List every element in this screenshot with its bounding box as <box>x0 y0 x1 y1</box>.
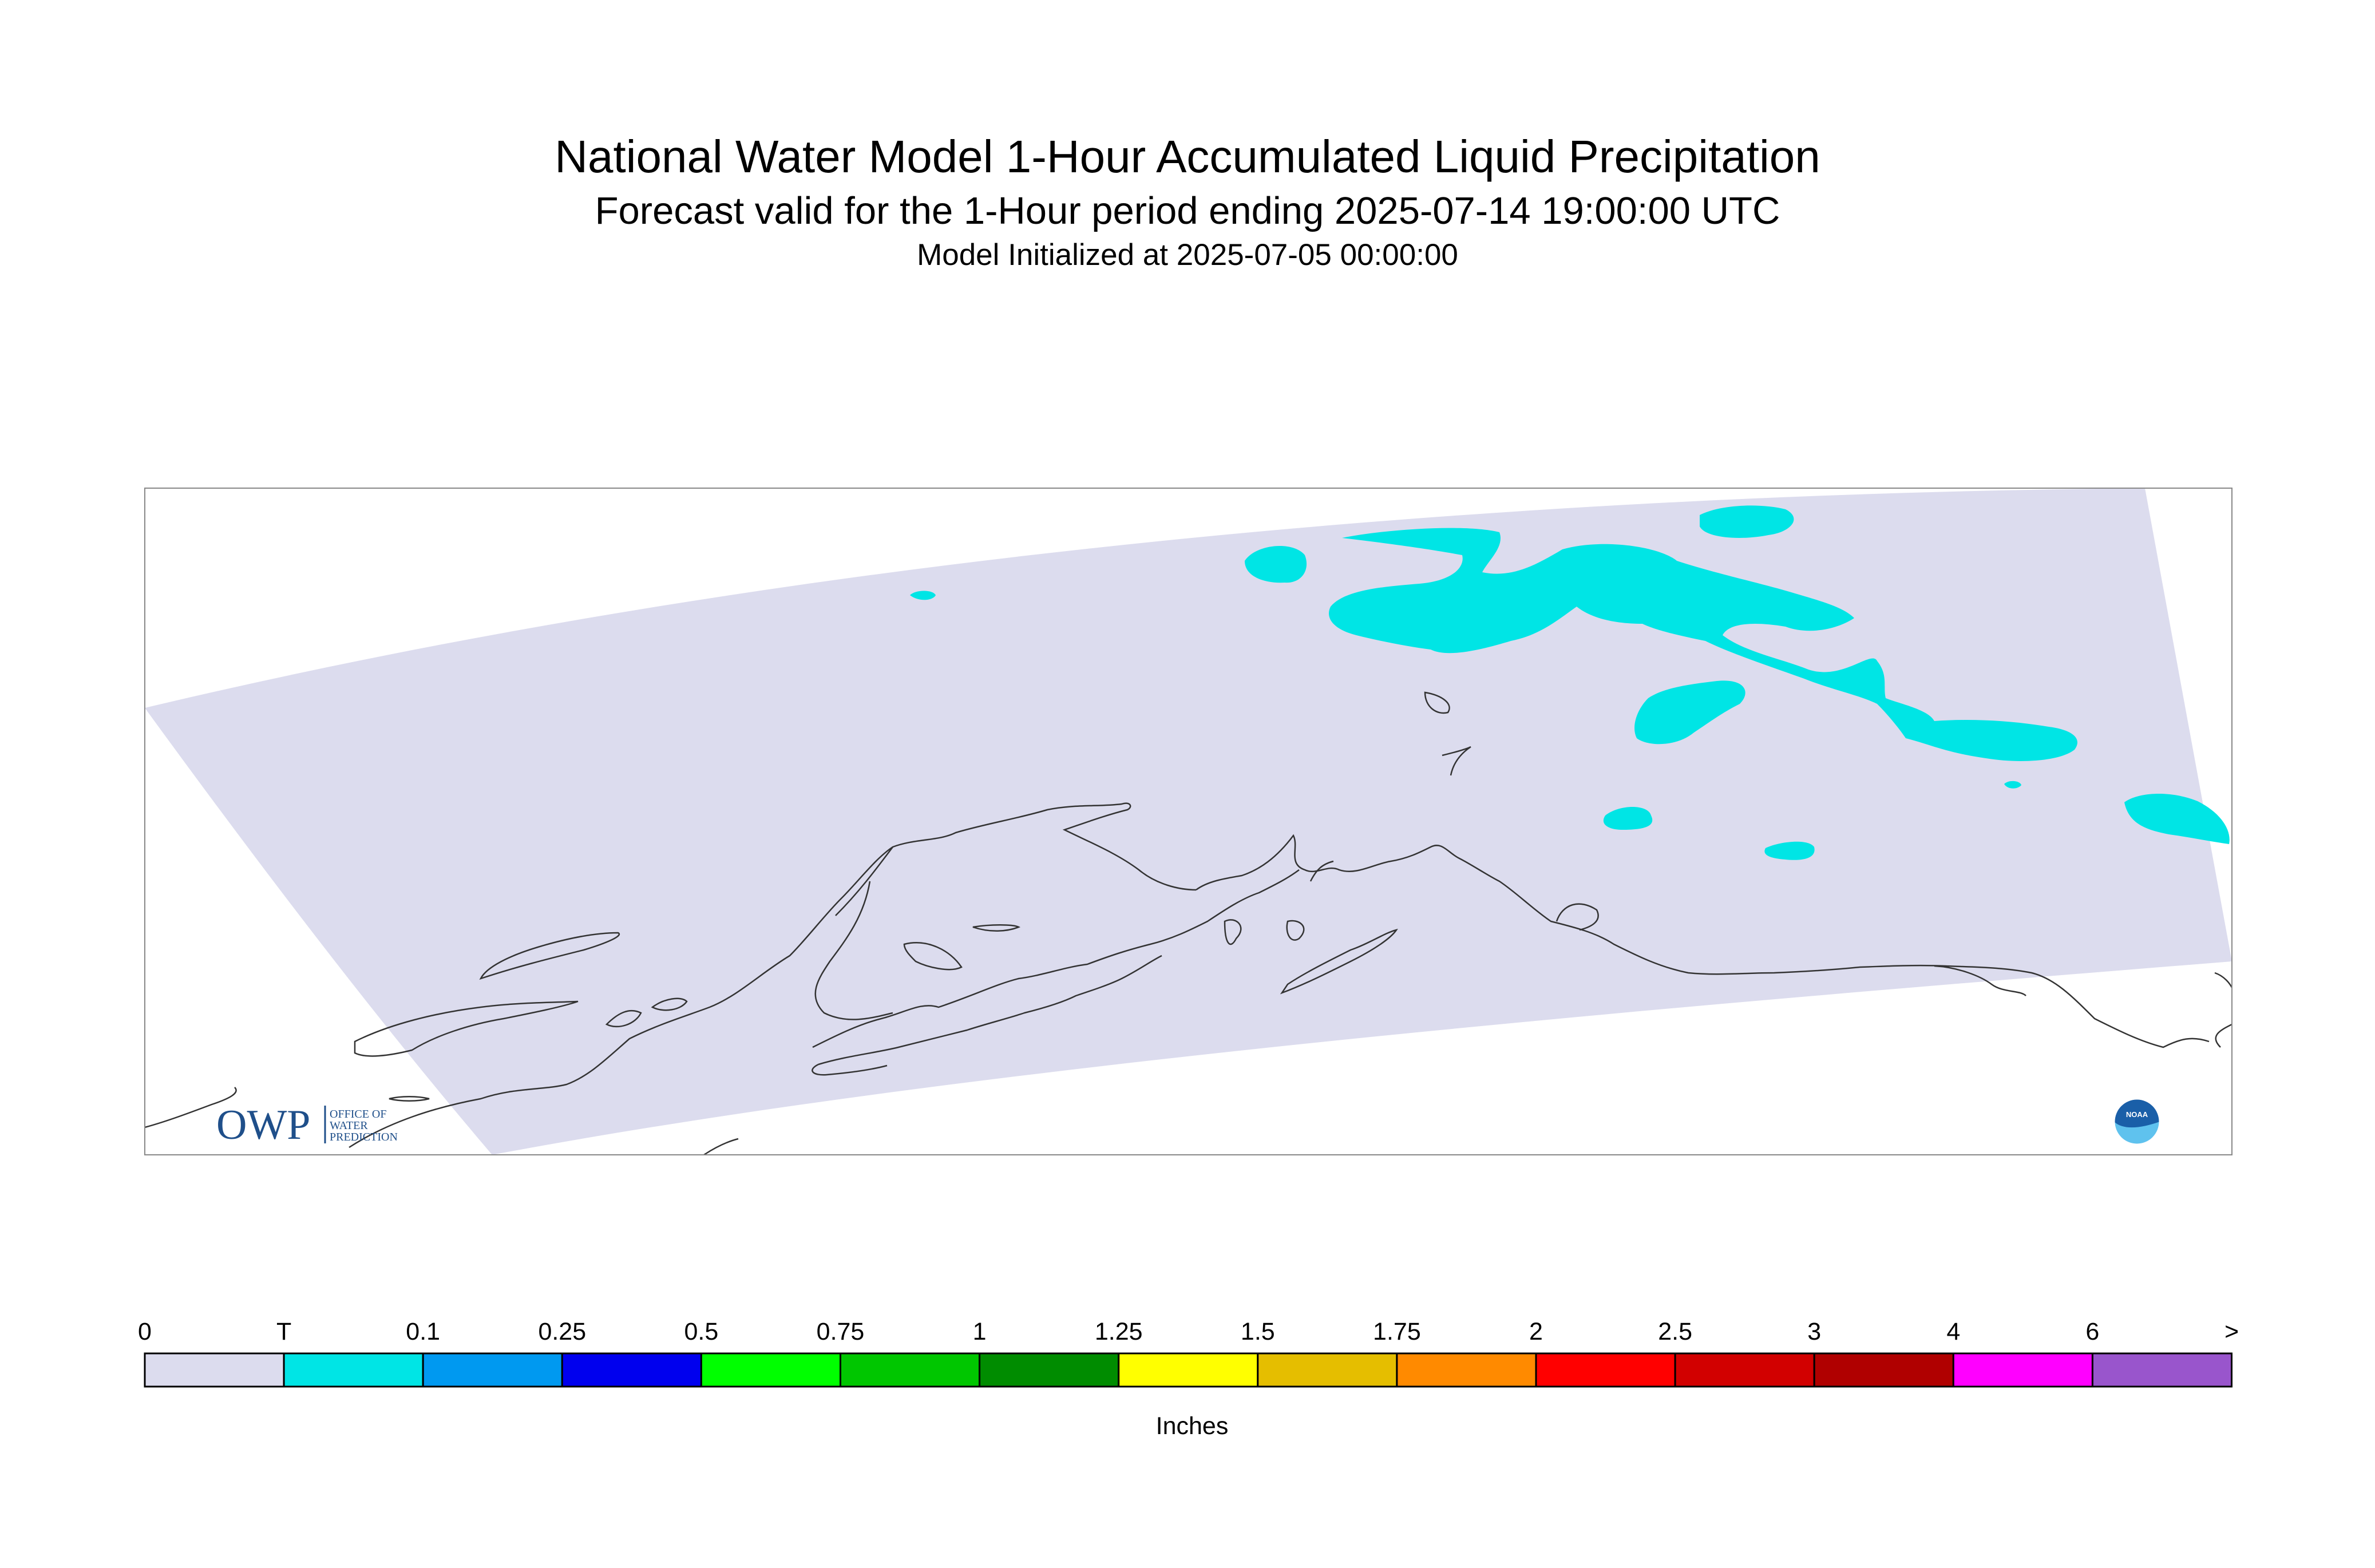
colorbar-tick-label: 2 <box>1529 1318 1543 1345</box>
colorbar-tick-label: 0 <box>138 1318 152 1345</box>
precip-cell <box>1764 841 1815 860</box>
map-title: National Water Model 1-Hour Accumulated … <box>555 131 1820 182</box>
colorbar-segment <box>1396 1352 1537 1388</box>
noaa-logo: NOAA <box>2113 1098 2161 1146</box>
colorbar-tick-label: T <box>276 1318 292 1345</box>
colorbar <box>144 1352 2232 1388</box>
colorbar-segment <box>1257 1352 1398 1388</box>
colorbar-segment <box>840 1352 981 1388</box>
colorbar-segment <box>1952 1352 2093 1388</box>
colorbar-tick-label: 1.25 <box>1094 1318 1143 1345</box>
noaa-logo-text: NOAA <box>2126 1110 2148 1119</box>
owp-logo-line3: PREDICTION <box>330 1131 398 1143</box>
colorbar-tick-label: 0.1 <box>406 1318 441 1345</box>
colorbar-tick-label: 1 <box>972 1318 987 1345</box>
colorbar-tick-label: 0.25 <box>538 1318 587 1345</box>
map-frame <box>144 488 2232 1155</box>
coastlines <box>145 691 2232 1155</box>
colorbar-tick-label: 6 <box>2085 1318 2100 1345</box>
precip-cell <box>910 591 936 600</box>
colorbar-segment <box>2091 1352 2232 1388</box>
precip-cell <box>1634 680 1745 745</box>
owp-logo-line2: WATER <box>330 1119 368 1132</box>
colorbar-tick-label: 3 <box>1807 1318 1822 1345</box>
owp-logo: OWP OFFICE OF WATER PREDICTION <box>216 1102 398 1149</box>
precip-trace-areas <box>910 505 2230 860</box>
colorbar-segment <box>1118 1352 1259 1388</box>
forecast-valid-subtitle: Forecast valid for the 1-Hour period end… <box>595 189 1780 232</box>
colorbar-tick-label: > <box>2224 1318 2239 1345</box>
colorbar-segment <box>561 1352 702 1388</box>
precip-cell <box>1329 528 2077 761</box>
colorbar-tick-label: 4 <box>1946 1318 1961 1345</box>
colorbar-segment <box>1813 1352 1954 1388</box>
precip-cell <box>1700 505 1794 538</box>
model-domain-area <box>145 488 2232 1155</box>
colorbar-segment <box>700 1352 842 1388</box>
precip-cell <box>2124 794 2230 844</box>
colorbar-tick-label: 0.75 <box>816 1318 865 1345</box>
colorbar-segment <box>979 1352 1120 1388</box>
colorbar-segment <box>1535 1352 1676 1388</box>
colorbar-tick-label: 1.75 <box>1373 1318 1421 1345</box>
colorbar-segment <box>422 1352 563 1388</box>
precip-cell <box>1603 807 1653 830</box>
owp-logo-line1: OFFICE OF <box>330 1108 386 1120</box>
colorbar-segment <box>283 1352 424 1388</box>
colorbar-segment <box>144 1352 285 1388</box>
colorbar-segment <box>1674 1352 1815 1388</box>
colorbar-tick-label: 1.5 <box>1240 1318 1275 1345</box>
precip-cell <box>2004 781 2021 789</box>
model-init-subtitle: Model Initialized at 2025-07-05 00:00:00 <box>917 238 1458 272</box>
colorbar-tick-label: 2.5 <box>1658 1318 1692 1345</box>
precip-cell <box>1245 545 1307 583</box>
colorbar-unit-label: Inches <box>1155 1412 1229 1440</box>
owp-logo-mark: OWP <box>216 1102 310 1149</box>
colorbar-tick-label: 0.5 <box>684 1318 719 1345</box>
